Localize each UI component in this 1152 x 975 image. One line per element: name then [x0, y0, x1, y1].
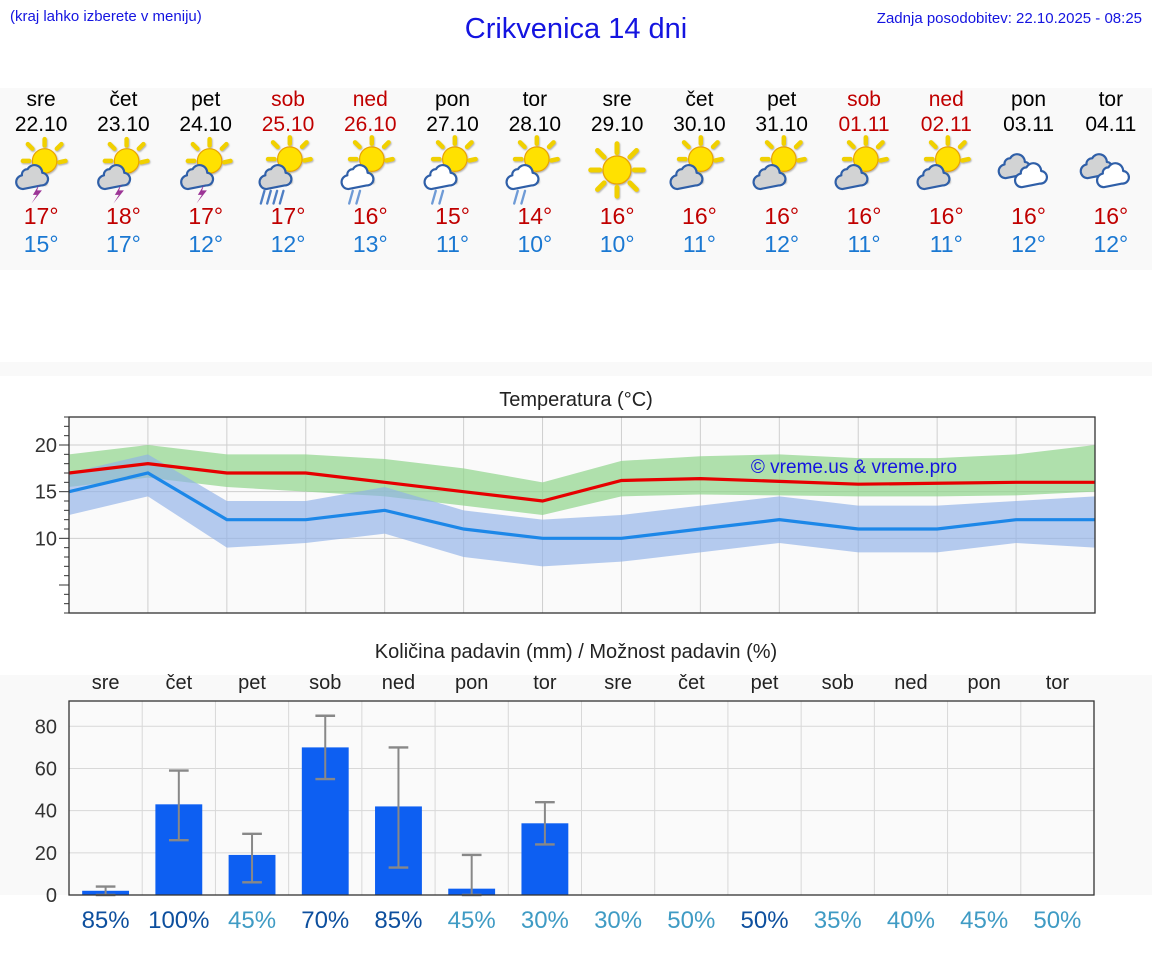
- svg-text:50%: 50%: [1033, 907, 1081, 934]
- svg-text:20: 20: [35, 843, 57, 865]
- svg-text:tor: tor: [533, 672, 557, 694]
- svg-text:čet: čet: [165, 672, 192, 694]
- svg-text:85%: 85%: [374, 907, 422, 934]
- svg-text:100%: 100%: [148, 907, 209, 934]
- svg-text:45%: 45%: [228, 907, 276, 934]
- svg-text:sob: sob: [309, 672, 341, 694]
- svg-text:45%: 45%: [448, 907, 496, 934]
- svg-text:85%: 85%: [82, 907, 130, 934]
- svg-text:pet: pet: [751, 672, 779, 694]
- svg-text:pon: pon: [455, 672, 488, 694]
- svg-text:pon: pon: [967, 672, 1000, 694]
- svg-text:30%: 30%: [594, 907, 642, 934]
- svg-text:tor: tor: [1046, 672, 1070, 694]
- svg-text:50%: 50%: [741, 907, 789, 934]
- svg-text:40%: 40%: [887, 907, 935, 934]
- svg-text:40: 40: [35, 801, 57, 823]
- svg-text:30%: 30%: [521, 907, 569, 934]
- svg-text:čet: čet: [678, 672, 705, 694]
- svg-text:35%: 35%: [814, 907, 862, 934]
- svg-text:ned: ned: [894, 672, 927, 694]
- svg-text:80: 80: [35, 716, 57, 738]
- svg-text:70%: 70%: [301, 907, 349, 934]
- svg-text:45%: 45%: [960, 907, 1008, 934]
- svg-text:50%: 50%: [667, 907, 715, 934]
- svg-text:sre: sre: [92, 672, 120, 694]
- svg-text:60: 60: [35, 758, 57, 780]
- svg-text:ned: ned: [382, 672, 415, 694]
- svg-text:0: 0: [46, 885, 57, 907]
- svg-text:pet: pet: [238, 672, 266, 694]
- svg-text:sob: sob: [822, 672, 854, 694]
- svg-text:sre: sre: [604, 672, 632, 694]
